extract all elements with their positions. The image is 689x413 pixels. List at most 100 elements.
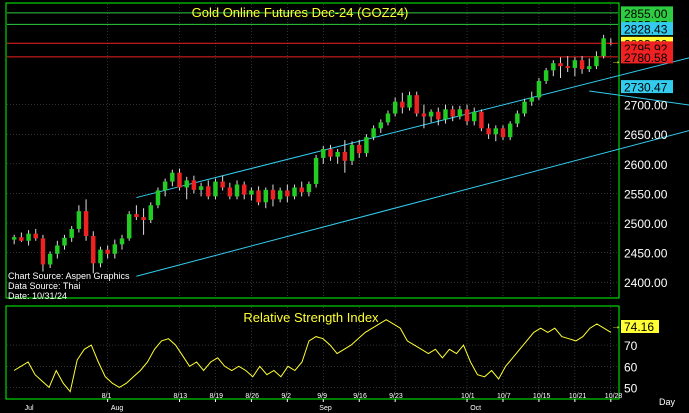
date-tick-label: 9/9	[317, 393, 327, 400]
price-panel-frame	[5, 2, 620, 299]
candle-body-down	[486, 128, 491, 135]
candle	[148, 202, 153, 224]
candle-body-up	[198, 186, 204, 190]
candle	[227, 182, 233, 200]
candle	[241, 181, 247, 200]
candle	[285, 184, 290, 203]
candle-body-up	[213, 181, 218, 197]
candle	[364, 134, 369, 157]
candle-body-up	[112, 244, 118, 254]
price-tag-bg	[621, 22, 673, 36]
candle-body-down	[500, 128, 506, 138]
candle	[356, 140, 362, 158]
candle-body-up	[184, 180, 189, 188]
last-price-arrow: →	[611, 56, 621, 67]
candle-body-down	[421, 113, 427, 117]
price-tick-label: 2600.00	[624, 158, 668, 172]
rsi-line	[13, 319, 612, 393]
candle	[299, 181, 304, 197]
candle-body-up	[529, 97, 534, 102]
candle	[507, 121, 513, 141]
trend-line	[136, 57, 689, 199]
price-tick-label: 2650.00	[624, 128, 668, 142]
candle-body-up	[155, 190, 161, 206]
candle	[33, 228, 38, 241]
candle	[141, 208, 146, 235]
date-axis: 8/1 8/13 8/19 8/26 9/2 9/9 9/16 9/23 10/1 10/7 10/…	[25, 393, 623, 412]
candle-body-up	[515, 113, 520, 124]
price-tag-label: 2855.00	[624, 7, 668, 21]
candle	[400, 92, 405, 114]
candle-body-down	[328, 149, 333, 157]
price-grid	[7, 4, 618, 297]
candle	[594, 51, 599, 70]
candle-body-down	[134, 214, 139, 218]
candle-body-down	[40, 238, 46, 265]
candle-body-down	[608, 43, 614, 45]
candle	[450, 105, 455, 122]
candle-body-up	[55, 245, 60, 254]
candle-body-down	[558, 63, 563, 67]
candle	[472, 107, 477, 126]
candle-body-up	[551, 63, 556, 71]
candle	[558, 57, 563, 78]
chart-title: Gold Online Futures Dec-24 (GOZ24)	[192, 5, 409, 20]
candle	[601, 34, 606, 59]
date-tick-label: 10/28	[605, 393, 623, 400]
candle-body-up	[148, 205, 153, 221]
candle	[177, 168, 182, 191]
candle-body-up	[26, 233, 31, 241]
candle	[392, 97, 398, 117]
candle-body-down	[464, 109, 470, 122]
candle-body-up	[62, 237, 67, 246]
price-tag-bg	[621, 6, 673, 20]
candle-body-down	[33, 233, 38, 239]
candle-body-up	[306, 183, 312, 193]
candles	[11, 34, 614, 274]
candle	[277, 187, 283, 203]
candle-body-up	[170, 172, 175, 182]
candle	[91, 231, 96, 274]
candle-body-up	[428, 111, 434, 117]
candle-body-down	[414, 95, 419, 114]
candle-body-up	[392, 101, 398, 114]
rsi-grid	[7, 307, 618, 398]
candle-body-down	[256, 190, 261, 203]
candle	[47, 251, 53, 268]
price-tag-label: 2780.58	[624, 51, 668, 65]
candle	[19, 232, 24, 242]
candle-body-down	[227, 187, 233, 197]
candle-body-down	[206, 186, 211, 197]
candle	[206, 180, 211, 200]
candle	[493, 125, 499, 142]
rsi-panel: Relative Strength Index 50 60 70 74.16 →	[5, 305, 659, 400]
candle	[486, 123, 491, 139]
candle-body-up	[443, 109, 448, 120]
rsi-current-tag	[621, 320, 659, 333]
candle	[385, 110, 391, 126]
price-tag-label: 2828.43	[624, 23, 668, 37]
candle-body-down	[105, 249, 110, 254]
candle	[26, 230, 31, 246]
candle-body-up	[457, 109, 463, 117]
date-tick-label: 8/19	[209, 393, 223, 400]
candle-body-up	[587, 66, 592, 70]
candle	[371, 125, 376, 141]
candle-body-up	[321, 149, 326, 158]
candle-body-down	[450, 109, 455, 117]
candle	[515, 110, 520, 128]
candle-body-up	[98, 249, 103, 264]
candle-body-up	[364, 137, 369, 154]
candle-body-up	[249, 190, 254, 195]
candle	[529, 91, 534, 106]
rsi-tick-label: 50	[624, 381, 638, 395]
candle	[55, 240, 60, 259]
candle	[162, 178, 168, 197]
candle	[234, 180, 240, 200]
source-line-3: Date: 10/31/24	[8, 291, 67, 301]
candle	[83, 199, 89, 241]
candle	[198, 182, 204, 197]
trend-line	[589, 90, 689, 106]
candle-body-up	[493, 128, 499, 135]
